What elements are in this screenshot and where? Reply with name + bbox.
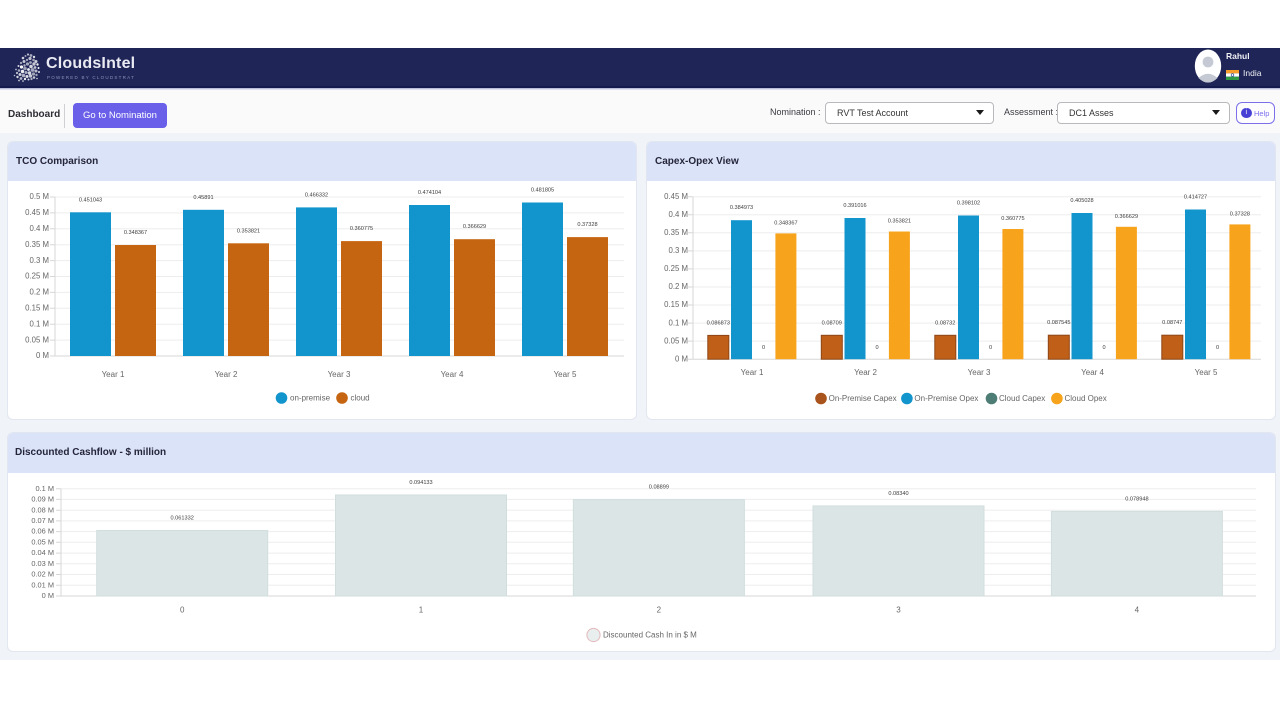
svg-text:0.35 M: 0.35 M (25, 240, 49, 249)
svg-text:0: 0 (989, 345, 992, 351)
svg-text:0.07 M: 0.07 M (31, 516, 54, 525)
svg-text:Year 4: Year 4 (441, 370, 464, 379)
svg-text:0.08340: 0.08340 (888, 491, 908, 497)
svg-text:0.45891: 0.45891 (193, 195, 213, 201)
svg-text:0.1 M: 0.1 M (30, 319, 50, 328)
svg-text:0 M: 0 M (675, 354, 688, 363)
svg-text:0.353821: 0.353821 (888, 219, 911, 225)
svg-text:0.366629: 0.366629 (463, 224, 486, 230)
svg-text:0.1 M: 0.1 M (36, 484, 54, 493)
svg-text:0.094133: 0.094133 (409, 480, 432, 486)
svg-text:On-Premise Opex: On-Premise Opex (914, 394, 978, 403)
svg-text:on-premise: on-premise (290, 394, 331, 403)
svg-text:0.03 M: 0.03 M (31, 559, 54, 568)
svg-text:cloud: cloud (351, 394, 370, 403)
svg-text:Year 3: Year 3 (328, 370, 351, 379)
svg-text:0.45 M: 0.45 M (25, 208, 49, 217)
svg-text:1: 1 (419, 606, 424, 615)
svg-text:0 M: 0 M (36, 351, 49, 360)
svg-text:2: 2 (657, 606, 662, 615)
svg-text:Year 1: Year 1 (102, 370, 125, 379)
svg-text:Year 2: Year 2 (215, 370, 238, 379)
svg-text:0.01 M: 0.01 M (31, 580, 54, 589)
svg-text:0.2 M: 0.2 M (669, 282, 689, 291)
svg-text:0.15 M: 0.15 M (664, 300, 688, 309)
svg-text:0.391016: 0.391016 (843, 203, 866, 209)
svg-text:0.061332: 0.061332 (171, 516, 194, 522)
svg-text:0.08899: 0.08899 (649, 485, 669, 491)
svg-text:0.2 M: 0.2 M (30, 288, 50, 297)
svg-text:0.08732: 0.08732 (935, 320, 955, 326)
svg-text:0.08747: 0.08747 (1162, 320, 1182, 326)
svg-text:0.04 M: 0.04 M (31, 548, 54, 557)
svg-text:0: 0 (762, 345, 765, 351)
svg-text:0.3 M: 0.3 M (669, 246, 689, 255)
svg-text:0.5 M: 0.5 M (30, 192, 50, 201)
svg-text:0 M: 0 M (42, 591, 54, 600)
svg-text:0.06 M: 0.06 M (31, 527, 54, 536)
svg-text:0.09 M: 0.09 M (31, 495, 54, 504)
svg-text:4: 4 (1135, 606, 1140, 615)
svg-text:0.3 M: 0.3 M (30, 256, 50, 265)
svg-text:0.353821: 0.353821 (237, 228, 260, 234)
svg-text:0.366629: 0.366629 (1115, 214, 1138, 220)
svg-text:0.348367: 0.348367 (124, 230, 147, 236)
svg-text:0.086873: 0.086873 (707, 320, 730, 326)
svg-text:0.360775: 0.360775 (350, 226, 373, 232)
svg-text:0.08709: 0.08709 (822, 320, 842, 326)
svg-text:0.348367: 0.348367 (774, 220, 797, 226)
svg-text:0.4 M: 0.4 M (669, 210, 689, 219)
svg-text:0.25 M: 0.25 M (25, 272, 49, 281)
svg-text:0: 0 (1102, 345, 1105, 351)
svg-text:0.08 M: 0.08 M (31, 505, 54, 514)
svg-text:0.451043: 0.451043 (79, 197, 102, 203)
svg-text:0.4 M: 0.4 M (30, 224, 50, 233)
svg-text:0.078948: 0.078948 (1125, 496, 1148, 502)
svg-text:Cloud Opex: Cloud Opex (1065, 394, 1107, 403)
svg-text:0: 0 (875, 345, 878, 351)
svg-text:0.474104: 0.474104 (418, 190, 441, 196)
svg-text:0.05 M: 0.05 M (25, 335, 49, 344)
svg-text:Cloud Capex: Cloud Capex (999, 394, 1045, 403)
svg-text:0.35 M: 0.35 M (664, 228, 688, 237)
svg-text:On-Premise Capex: On-Premise Capex (829, 394, 897, 403)
svg-text:0.37328: 0.37328 (577, 222, 597, 228)
svg-text:0.15 M: 0.15 M (25, 304, 49, 313)
svg-text:0.02 M: 0.02 M (31, 570, 54, 579)
svg-text:Year 1: Year 1 (741, 368, 764, 377)
svg-text:0.398102: 0.398102 (957, 201, 980, 207)
svg-text:Year 5: Year 5 (554, 370, 577, 379)
svg-text:0.45 M: 0.45 M (664, 192, 688, 201)
svg-text:0: 0 (180, 606, 185, 615)
svg-text:0.384973: 0.384973 (730, 205, 753, 211)
svg-text:Year 2: Year 2 (854, 368, 877, 377)
svg-text:0.37328: 0.37328 (1230, 211, 1250, 217)
svg-text:0.1 M: 0.1 M (669, 318, 689, 327)
svg-text:0.360775: 0.360775 (1001, 216, 1024, 222)
svg-text:3: 3 (896, 606, 901, 615)
svg-text:0.25 M: 0.25 M (664, 264, 688, 273)
svg-text:Year 4: Year 4 (1081, 368, 1104, 377)
svg-text:0.405028: 0.405028 (1070, 198, 1093, 204)
svg-text:Year 5: Year 5 (1195, 368, 1218, 377)
svg-text:0.05 M: 0.05 M (664, 336, 688, 345)
svg-text:0.05 M: 0.05 M (31, 537, 54, 546)
svg-text:0.466332: 0.466332 (305, 192, 328, 198)
svg-text:Discounted Cash In in $ M: Discounted Cash In in $ M (603, 631, 697, 640)
svg-text:0.414727: 0.414727 (1184, 195, 1207, 201)
svg-text:0.087545: 0.087545 (1047, 320, 1070, 326)
svg-text:0.481805: 0.481805 (531, 188, 554, 194)
svg-text:Year 3: Year 3 (968, 368, 991, 377)
svg-text:0: 0 (1216, 345, 1219, 351)
